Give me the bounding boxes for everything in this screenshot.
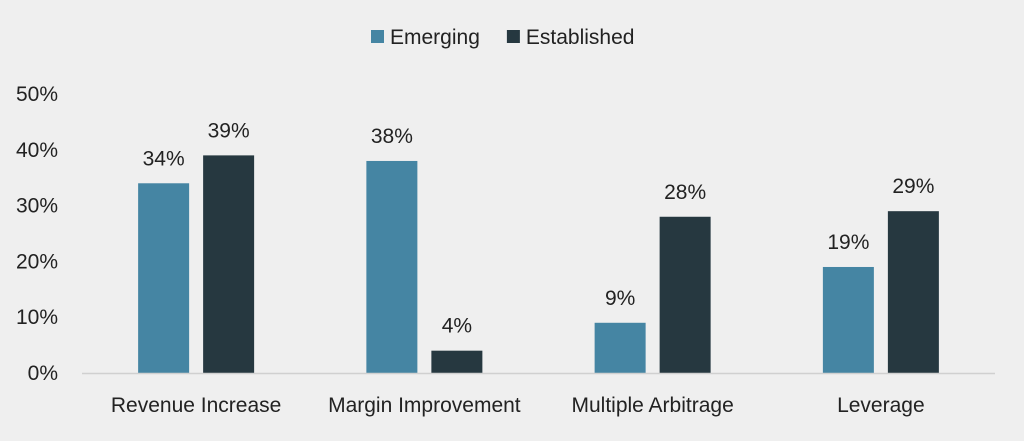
bar-group [138,155,939,373]
bar-emerging [366,160,418,373]
bar-emerging [138,183,190,373]
x-tick-label: Revenue Increase [111,394,281,417]
y-tick-label: 30% [16,195,58,218]
data-label-emerging: 9% [605,287,635,310]
y-axis: 0% 10% 20% 30% 40% 50% [16,83,58,385]
data-label-emerging: 38% [371,125,413,148]
bar-established [203,155,255,373]
legend-swatch-established [506,30,520,43]
y-tick-label: 0% [28,362,58,385]
bar-established [431,350,483,373]
x-tick-label: Leverage [837,394,925,417]
legend-label-emerging: Emerging [390,26,480,49]
data-label-established: 4% [442,315,472,338]
data-label-established: 29% [892,175,934,198]
x-tick-label: Multiple Arbitrage [572,394,734,417]
x-axis: Revenue Increase Margin Improvement Multip… [111,394,925,417]
y-tick-label: 50% [16,83,58,106]
legend-swatch-emerging [371,30,384,43]
data-label-emerging: 34% [143,147,185,170]
bar-established [887,211,939,373]
data-label-emerging: 19% [827,231,869,254]
y-tick-label: 20% [16,250,58,273]
x-tick-label: Margin Improvement [328,394,521,417]
y-tick-label: 40% [16,139,58,162]
bar-established [659,216,711,373]
data-label-established: 28% [664,181,706,204]
legend-label-established: Established [526,26,635,49]
chart-legend: Emerging Established [371,26,634,49]
data-label-established: 39% [208,119,250,142]
data-labels: 34% 39% 38% 4% 9% 28% 19% 29% [143,119,935,337]
bar-emerging [594,322,646,373]
bar-emerging [822,266,874,373]
y-tick-label: 10% [16,306,58,329]
